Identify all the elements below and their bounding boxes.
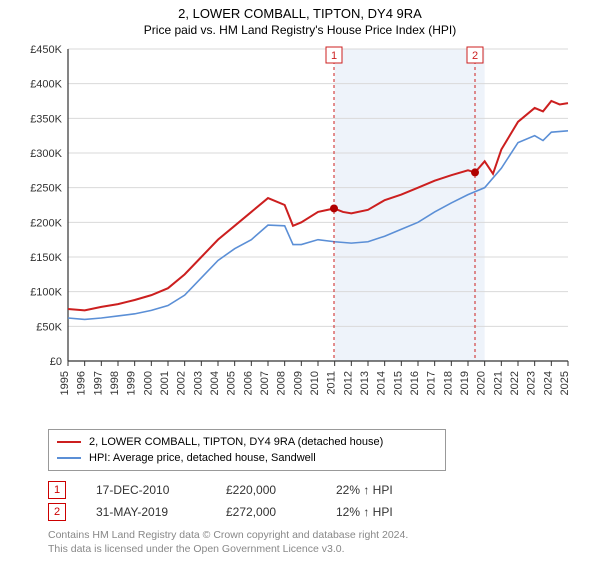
svg-text:2019: 2019: [459, 371, 471, 395]
svg-text:1: 1: [331, 50, 337, 62]
svg-text:2021: 2021: [492, 371, 504, 395]
svg-text:£100K: £100K: [30, 287, 62, 299]
svg-text:2016: 2016: [409, 371, 421, 395]
svg-text:£250K: £250K: [30, 183, 62, 195]
legend-item: HPI: Average price, detached house, Sand…: [57, 450, 437, 466]
marker-id-box: 2: [48, 503, 66, 521]
marker-price: £272,000: [226, 505, 306, 519]
svg-text:2012: 2012: [342, 371, 354, 395]
marker-date: 31-MAY-2019: [96, 505, 196, 519]
svg-text:£300K: £300K: [30, 148, 62, 160]
svg-text:£200K: £200K: [30, 217, 62, 229]
event-marker-table: 1 17-DEC-2010 £220,000 22% ↑ HPI 2 31-MAY-201…: [48, 479, 600, 523]
marker-id-box: 1: [48, 481, 66, 499]
svg-text:2002: 2002: [176, 371, 188, 395]
svg-text:2024: 2024: [542, 371, 554, 395]
legend-swatch: [57, 441, 81, 443]
svg-text:2003: 2003: [192, 371, 204, 395]
chart-subtitle: Price paid vs. HM Land Registry's House …: [0, 23, 600, 37]
footer-line: Contains HM Land Registry data © Crown c…: [48, 529, 600, 543]
series-property: [68, 101, 568, 310]
chart-title: 2, LOWER COMBALL, TIPTON, DY4 9RA: [0, 6, 600, 21]
marker-date: 17-DEC-2010: [96, 483, 196, 497]
svg-text:1995: 1995: [59, 371, 71, 395]
footer-attribution: Contains HM Land Registry data © Crown c…: [48, 529, 600, 556]
event-marker-row: 1 17-DEC-2010 £220,000 22% ↑ HPI: [48, 479, 600, 501]
svg-text:2007: 2007: [259, 371, 271, 395]
event-marker-row: 2 31-MAY-2019 £272,000 12% ↑ HPI: [48, 501, 600, 523]
svg-text:£150K: £150K: [30, 252, 62, 264]
svg-text:2: 2: [472, 50, 478, 62]
svg-text:2009: 2009: [292, 371, 304, 395]
svg-text:2008: 2008: [276, 371, 288, 395]
svg-text:2010: 2010: [309, 371, 321, 395]
chart-area: £0 £50K £100K £150K £200K £250K £300K £350K £400…: [20, 41, 580, 421]
svg-text:£450K: £450K: [30, 44, 62, 56]
marker-price: £220,000: [226, 483, 306, 497]
svg-text:2015: 2015: [392, 371, 404, 395]
svg-text:2025: 2025: [559, 371, 571, 395]
svg-text:2022: 2022: [509, 371, 521, 395]
svg-text:2006: 2006: [242, 371, 254, 395]
svg-text:£350K: £350K: [30, 113, 62, 125]
svg-text:£400K: £400K: [30, 79, 62, 91]
marker-diff: 12% ↑ HPI: [336, 505, 436, 519]
svg-text:2017: 2017: [426, 371, 438, 395]
svg-text:1998: 1998: [109, 371, 121, 395]
svg-text:2001: 2001: [159, 371, 171, 395]
legend-label: HPI: Average price, detached house, Sand…: [89, 452, 316, 464]
svg-text:2020: 2020: [476, 371, 488, 395]
svg-text:1997: 1997: [92, 371, 104, 395]
svg-text:2023: 2023: [526, 371, 538, 395]
line-chart-svg: £0 £50K £100K £150K £200K £250K £300K £350K £400…: [20, 41, 580, 421]
legend: 2, LOWER COMBALL, TIPTON, DY4 9RA (detac…: [48, 429, 446, 471]
footer-line: This data is licensed under the Open Gov…: [48, 543, 600, 557]
legend-item: 2, LOWER COMBALL, TIPTON, DY4 9RA (detac…: [57, 434, 437, 450]
svg-text:2018: 2018: [442, 371, 454, 395]
svg-text:2011: 2011: [326, 371, 338, 395]
svg-text:2000: 2000: [142, 371, 154, 395]
svg-text:2013: 2013: [359, 371, 371, 395]
svg-text:2004: 2004: [209, 371, 221, 395]
svg-text:£50K: £50K: [36, 321, 62, 333]
svg-text:2014: 2014: [376, 371, 388, 395]
svg-text:1996: 1996: [76, 371, 88, 395]
legend-swatch: [57, 457, 81, 459]
svg-text:£0: £0: [50, 356, 62, 368]
marker-diff: 22% ↑ HPI: [336, 483, 436, 497]
svg-text:1999: 1999: [126, 371, 138, 395]
svg-text:2005: 2005: [226, 371, 238, 395]
legend-label: 2, LOWER COMBALL, TIPTON, DY4 9RA (detac…: [89, 436, 383, 448]
series-hpi: [68, 131, 568, 320]
